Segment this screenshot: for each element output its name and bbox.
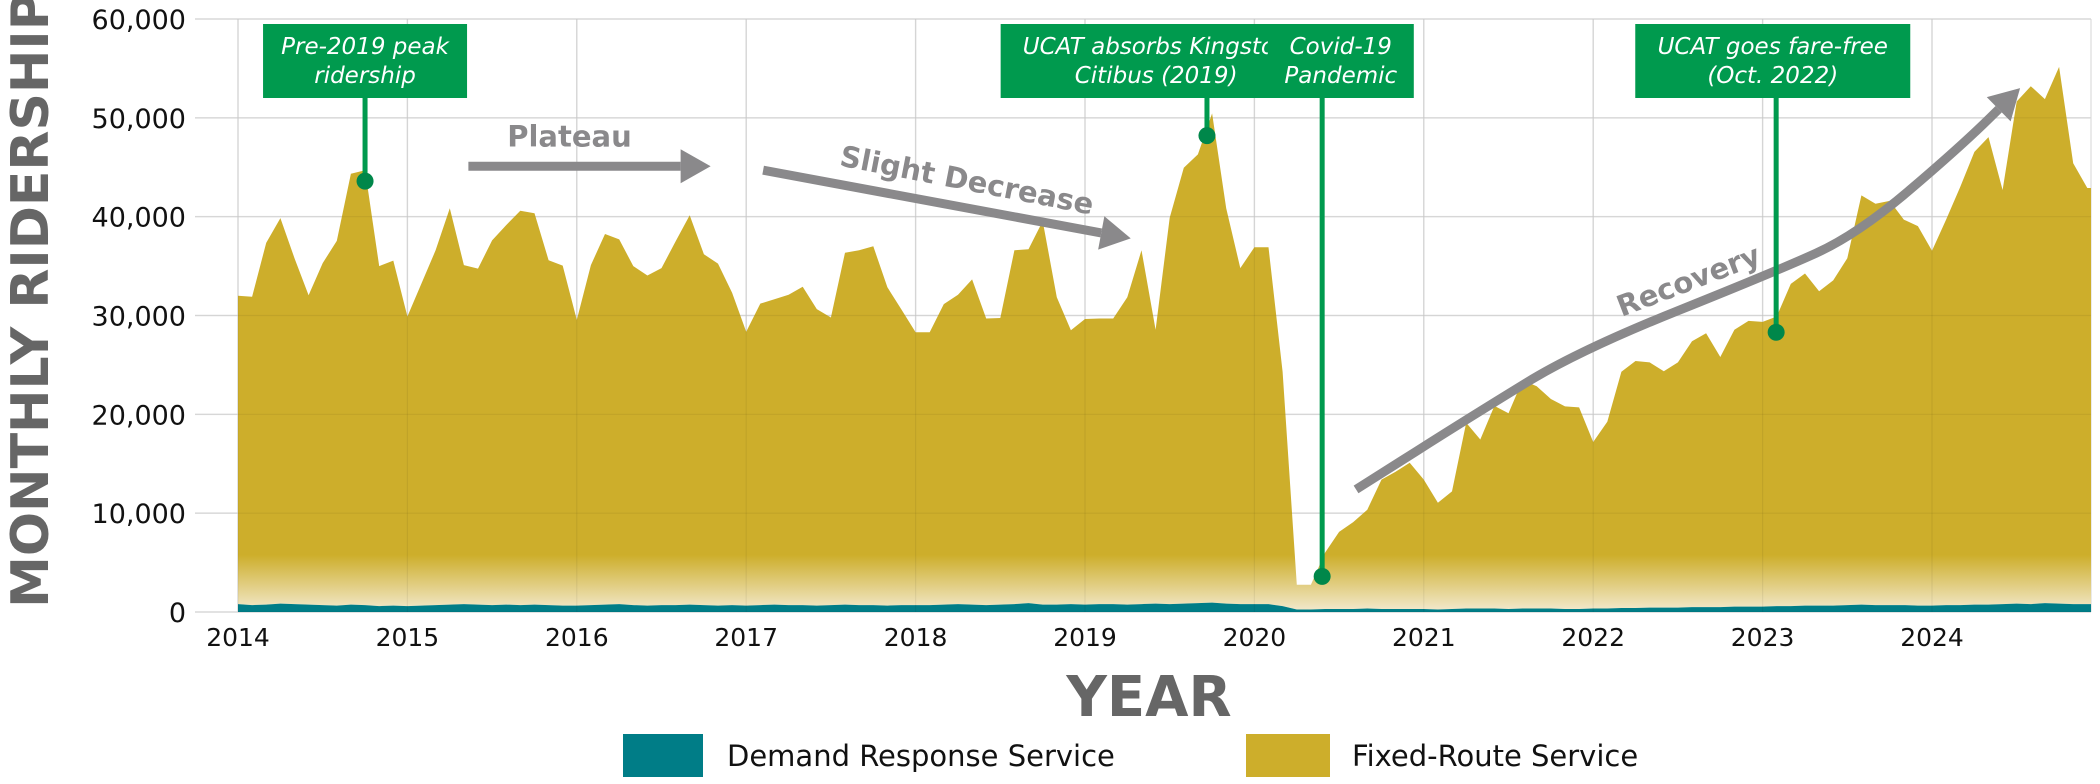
x-tick-label: 2022 <box>1561 623 1625 652</box>
plot-areas <box>238 66 2091 612</box>
y-tick-label: 30,000 <box>92 302 186 333</box>
callout-marker <box>1198 127 1216 145</box>
trend-arrow-line <box>1353 106 2002 494</box>
x-tick-label: 2018 <box>884 623 948 652</box>
y-axis: 0 10,000 20,000 30,000 40,000 50,000 60,000 <box>92 5 186 629</box>
callout-text: Citibus (2019) <box>1075 63 1238 89</box>
x-tick-label: 2019 <box>1053 623 1117 652</box>
annotation-callout: UCAT absorbs Kingston Citibus (2019) <box>1000 24 1312 145</box>
y-tick-label: 20,000 <box>92 400 186 431</box>
callout-text: ridership <box>314 63 416 89</box>
annotation-callout: Pre-2019 peak ridership <box>263 24 468 190</box>
y-tick-label: 60,000 <box>92 5 186 36</box>
trend-arrow-line <box>762 165 1103 238</box>
arrowhead-icon <box>680 149 711 184</box>
area-fixed-route <box>238 66 2091 610</box>
y-tick-label: 10,000 <box>92 499 186 530</box>
x-tick-label: 2014 <box>206 623 270 652</box>
grid-overlay <box>195 18 2091 613</box>
y-axis-title: MONTHLY RIDERSHIP <box>1 0 61 608</box>
callout-text: UCAT absorbs Kingston <box>1023 34 1290 60</box>
callout-marker <box>356 172 374 190</box>
legend: Demand Response Service Fixed-Route Serv… <box>623 734 1638 777</box>
callout-text: (Oct. 2022) <box>1707 63 1838 89</box>
callout-box <box>1635 24 1911 98</box>
y-tick-label: 0 <box>169 598 186 629</box>
callout-box <box>1000 24 1312 98</box>
annotations: Pre-2019 peak ridership UCAT absorbs Kings… <box>263 24 1911 585</box>
x-axis-title: YEAR <box>1065 665 1231 730</box>
x-tick-label: 2015 <box>376 623 440 652</box>
callout-text: Pre-2019 peak <box>281 34 450 60</box>
annotation-callout: UCAT goes fare-free (Oct. 2022) <box>1635 24 1911 341</box>
callout-marker <box>1313 567 1331 585</box>
x-tick-label: 2017 <box>714 623 778 652</box>
x-tick-label: 2021 <box>1392 623 1456 652</box>
legend-label-fixed-route: Fixed-Route Service <box>1352 739 1638 773</box>
callout-box <box>1267 24 1414 98</box>
callout-text: Covid-19 <box>1290 34 1392 60</box>
callout-marker <box>1767 323 1785 341</box>
x-tick-label: 2016 <box>545 623 609 652</box>
annotation-callout: Covid-19 Pandemic <box>1267 24 1414 585</box>
callout-text: UCAT goes fare-free <box>1658 34 1888 60</box>
y-tick-label: 40,000 <box>92 203 186 234</box>
legend-swatch-fixed-route <box>1246 734 1330 777</box>
callout-text: Pandemic <box>1284 63 1397 89</box>
x-tick-label: 2023 <box>1731 623 1795 652</box>
x-axis: 2014 2015 2016 2017 2018 2019 2020 2021 2022 2023… <box>206 623 1964 652</box>
x-tick-label: 2024 <box>1900 623 1964 652</box>
trend-label: Plateau <box>507 119 632 153</box>
area-demand-response <box>238 602 2091 612</box>
arrowhead-icon <box>1986 88 2021 122</box>
legend-label-demand-response: Demand Response Service <box>727 739 1115 773</box>
arrowhead-icon <box>1098 216 1131 250</box>
callout-box <box>263 24 468 98</box>
x-tick-label: 2020 <box>1223 623 1287 652</box>
y-tick-label: 50,000 <box>92 104 186 135</box>
legend-swatch-demand-response <box>623 734 703 777</box>
